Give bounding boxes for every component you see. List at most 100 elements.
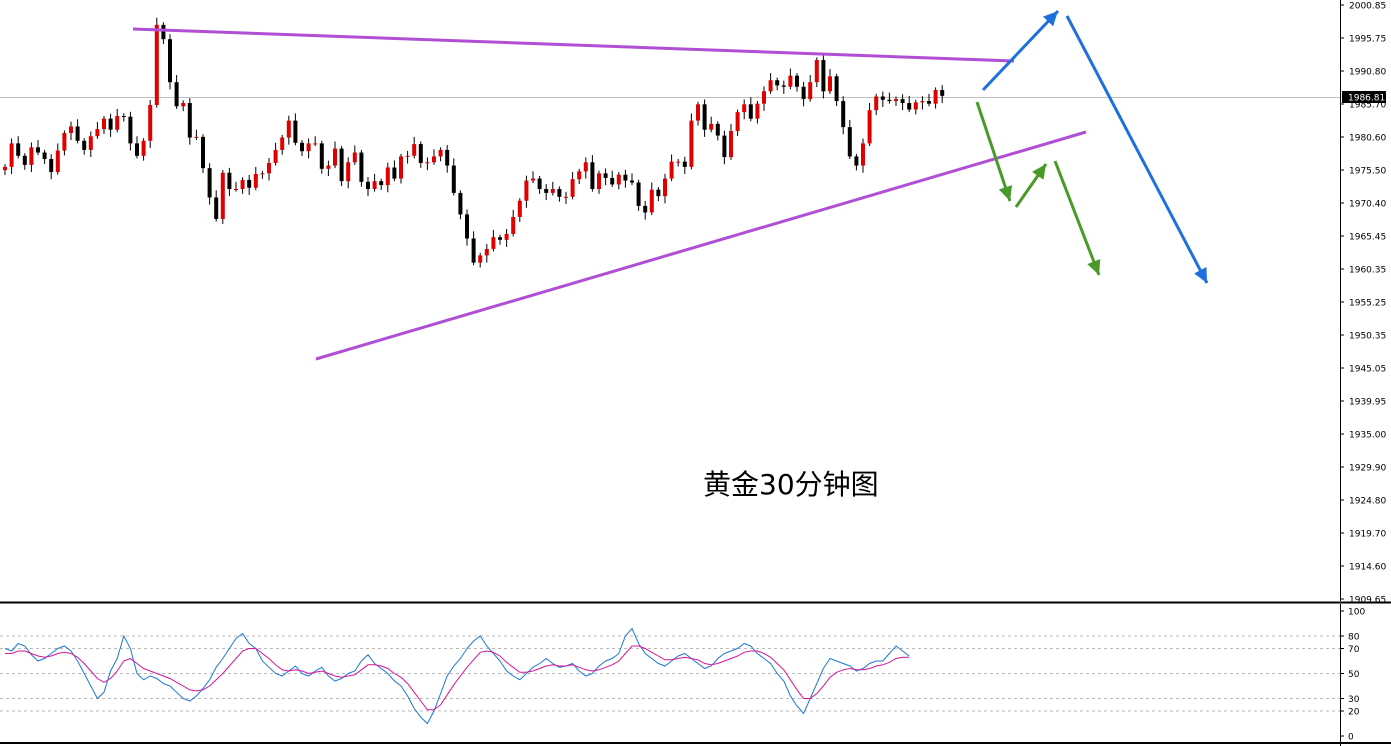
candle-body <box>808 82 813 100</box>
candle-body <box>801 86 806 100</box>
candle-body <box>418 144 423 163</box>
price-tick-label: 1914.60 <box>1349 563 1386 573</box>
candle-body <box>781 85 786 87</box>
candle-body <box>557 188 562 197</box>
candle-body <box>465 214 469 239</box>
candle-body <box>135 143 139 156</box>
candle-body <box>458 192 463 215</box>
candle-body <box>62 132 67 151</box>
forecast-arrow-head <box>998 185 1013 201</box>
candle-body <box>841 101 846 128</box>
price-tick-label: 1985.70 <box>1349 101 1386 111</box>
oscillator-tick-label: 100 <box>1348 608 1365 618</box>
candle-body <box>775 80 780 86</box>
candle-body <box>55 150 60 173</box>
oscillator-slow-line <box>5 645 910 711</box>
candle-body <box>498 237 502 240</box>
candle-body <box>438 149 443 157</box>
candle-body <box>821 60 826 92</box>
candle-body <box>913 102 918 110</box>
candle-body <box>735 112 740 132</box>
candle-body <box>755 103 760 119</box>
current-price-label: 1986.81 <box>1348 94 1385 104</box>
candle-body <box>372 181 377 189</box>
forecast-arrows <box>975 9 1209 284</box>
candles-group <box>3 17 945 268</box>
candle-body <box>616 174 621 185</box>
candle-body <box>445 149 450 166</box>
candle-body <box>590 162 595 189</box>
candle-body <box>9 143 14 167</box>
candle-body <box>702 104 707 130</box>
forecast-arrow-shaft <box>1065 15 1209 284</box>
candle-body <box>894 99 898 102</box>
forecast-arrow-head <box>1032 164 1046 180</box>
forecast-arrow-shaft <box>975 101 1012 202</box>
candle-body <box>102 118 106 130</box>
candle-body <box>907 103 912 110</box>
candle-body <box>168 39 172 83</box>
candle-body <box>333 148 337 166</box>
candle-body <box>412 144 417 156</box>
price-tick-label: 1975.50 <box>1349 167 1386 177</box>
price-tick-label: 1935.00 <box>1349 431 1386 441</box>
candle-body <box>940 89 945 96</box>
candle-body <box>82 140 87 150</box>
price-tick-label: 1960.35 <box>1349 266 1386 276</box>
candle-body <box>564 196 568 198</box>
candle-body <box>240 179 245 189</box>
candle-body <box>75 126 80 141</box>
oscillator-lines <box>4 627 910 725</box>
candle-body <box>531 178 535 181</box>
candle-body <box>207 168 212 198</box>
candle-body <box>867 110 872 144</box>
candle-body <box>900 99 905 104</box>
candle-body <box>425 162 430 164</box>
price-tick-label: 1945.05 <box>1349 365 1386 375</box>
candle-body <box>696 104 700 121</box>
candle-body <box>293 120 298 143</box>
price-axis-ticks: 2000.85 1995.75 1990.80 1985.70 1980.60 1975.… <box>1340 2 1386 606</box>
candle-body <box>346 162 351 182</box>
candle-body <box>247 179 252 188</box>
forecast-arrow-head <box>1087 259 1101 275</box>
candle-body <box>874 96 879 111</box>
price-tick-label: 2000.85 <box>1349 2 1386 12</box>
candle-body <box>300 142 304 152</box>
candle-body <box>379 181 384 186</box>
candle-body <box>550 188 555 193</box>
forecast-arrow-shaft <box>981 9 1060 92</box>
oscillator-tick-label: 30 <box>1348 695 1360 705</box>
candle-body <box>577 171 582 180</box>
candle-body <box>715 123 720 136</box>
candle-body <box>234 188 238 190</box>
forecast-arrow-shaft <box>1053 160 1101 276</box>
candle-body <box>49 159 54 173</box>
candle-body <box>194 136 199 138</box>
candle-body <box>273 149 278 163</box>
price-tick-label: 1980.60 <box>1349 134 1386 144</box>
candle-body <box>181 103 186 107</box>
oscillator-fast-line <box>4 627 910 725</box>
candle-body <box>214 197 219 219</box>
price-tick-label: 1995.75 <box>1349 35 1386 45</box>
candle-body <box>478 255 483 263</box>
candle-body <box>267 162 271 174</box>
candle-body <box>887 99 892 102</box>
candle-body <box>663 178 667 197</box>
candle-body <box>570 179 575 197</box>
candle-body <box>682 161 687 167</box>
oscillator-panel: 100 80 70 50 30 20 0 <box>0 604 1391 746</box>
candle-body <box>524 180 529 201</box>
oscillator-tick-label: 80 <box>1348 633 1360 643</box>
candle-body <box>880 96 885 100</box>
candle-body <box>36 147 40 153</box>
candle-body <box>795 75 799 87</box>
candle-body <box>603 173 608 178</box>
oscillator-tick-label: 0 <box>1348 733 1354 743</box>
candle-body <box>174 82 179 107</box>
candle-body <box>319 143 324 169</box>
candle-body <box>623 174 628 181</box>
candle-body <box>399 156 403 179</box>
